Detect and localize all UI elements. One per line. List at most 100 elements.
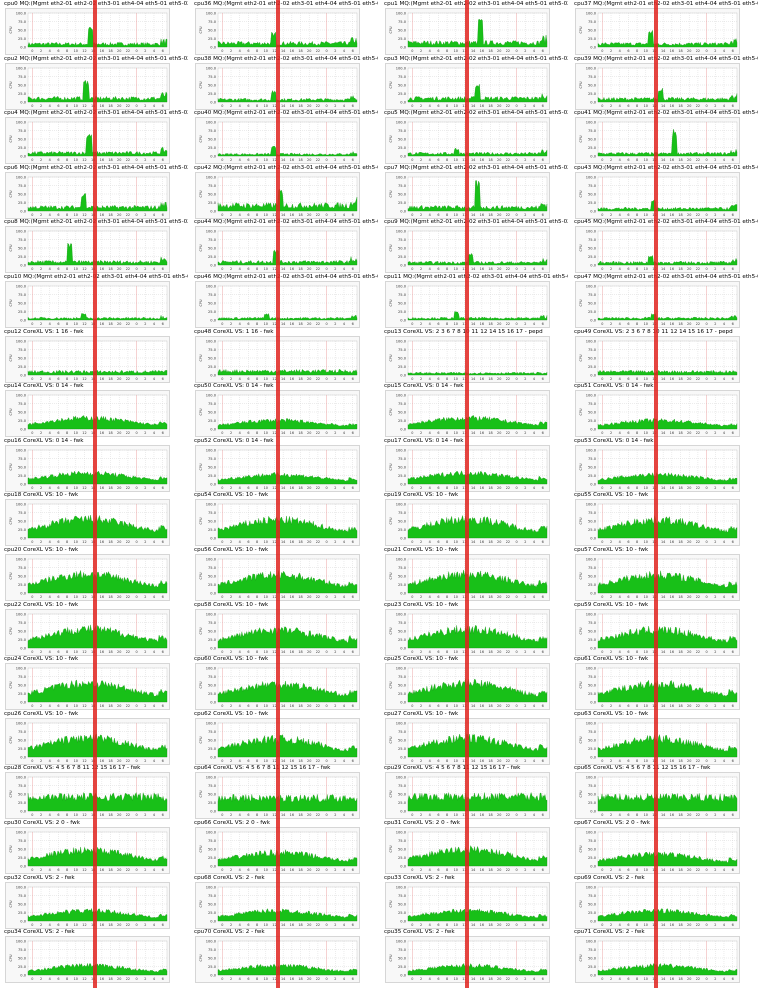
x-tick-label: 20 [497,759,501,763]
x-tick-label: 0 [31,813,33,817]
x-tick-label: 0 [221,267,223,271]
panel-title: cpu16 CoreXL VS: 0 14 - fwk [4,437,84,444]
cpu-graph-panel: cpu61 CoreXL VS: 10 - fwk 100.0 75.0 50.0 25… [570,655,759,711]
x-tick-label: 6 [247,704,249,708]
panel-title: cpu13 CoreXL VS: 2 3 6 7 8 10 11 12 14 1… [384,328,543,335]
x-tick-label: 0 [516,759,518,763]
y-tick-label: 100.0 [206,558,217,562]
x-tick-label: 4 [343,158,345,162]
x-tick-label: 10 [454,486,458,490]
y-tick-label: 25.0 [18,37,27,41]
x-tick-label: 2 [610,704,612,708]
x-tick-label: 14 [281,322,285,326]
y-tick-label: 25.0 [588,911,597,915]
x-tick-label: 14 [471,977,475,981]
cpu-graph: 100.0 75.0 50.0 25.0 0.0 CPU 0 2 4 6 8 10 12 14 16 18 20… [385,717,550,765]
cpu-graph-panel: cpu55 CoreXL VS: 10 - fwk 100.0 75.0 50.0 25… [570,491,759,547]
y-tick-label: 75.0 [588,511,597,515]
x-tick-label: 0 [601,923,603,927]
cpu-graph: 100.0 75.0 50.0 25.0 0.0 CPU 0 2 4 6 8 10 12 14 16 18 20… [195,62,360,110]
y-tick-label: 50.0 [398,520,407,524]
cpu-graph-panel: cpu13 CoreXL VS: 2 3 6 7 8 10 11 12 14 1… [380,328,569,383]
cpu-usage-area [597,472,738,484]
x-tick-label: 4 [533,977,535,981]
y-tick-label: 100.0 [396,503,407,507]
x-tick-label: 12 [272,377,276,381]
y-tick-label: 25.0 [208,801,217,805]
x-tick-label: 0 [601,704,603,708]
x-tick-label: 2 [714,267,716,271]
x-tick-label: 18 [488,49,492,53]
y-tick-label: 75.0 [588,621,597,625]
x-tick-label: 10 [264,923,268,927]
y-tick-label: 50.0 [398,356,407,360]
x-tick-label: 6 [57,595,59,599]
x-tick-label: 2 [610,213,612,217]
x-tick-label: 18 [488,704,492,708]
x-tick-label: 6 [437,104,439,108]
x-tick-label: 4 [723,595,725,599]
x-tick-label: 6 [247,267,249,271]
x-tick-label: 10 [644,431,648,435]
x-tick-label: 0 [31,377,33,381]
x-tick-label: 22 [696,486,700,490]
cpu-graph-panel: cpu47 MQ:(Mgmt eth2-01 eth2-02 eth3-01 e… [570,273,759,328]
y-tick-label: 0.0 [400,482,406,486]
x-tick-label: 10 [74,213,78,217]
x-tick-label: 20 [117,104,121,108]
x-tick-label: 2 [610,650,612,654]
y-tick-label: 25.0 [18,310,27,314]
panel-title: cpu21 CoreXL VS: 10 - fwk [384,547,459,553]
x-tick-label: 20 [307,868,311,872]
cpu-graph-panel: cpu39 MQ:(Mgmt eth2-01 eth2-02 eth3-01 e… [570,55,759,110]
x-tick-label: 6 [437,595,439,599]
x-tick-label: 12 [82,104,86,108]
cpu-usage-area [27,243,168,266]
x-tick-label: 2 [420,104,422,108]
x-tick-label: 6 [627,213,629,217]
x-tick-label: 22 [316,213,320,217]
x-tick-label: 18 [488,868,492,872]
cpu-usage-area [217,31,358,48]
x-tick-label: 2 [230,158,232,162]
y-tick-label: 25.0 [398,474,407,478]
x-tick-label: 8 [636,868,638,872]
x-tick-label: 6 [247,49,249,53]
x-tick-label: 4 [343,595,345,599]
cpu-graph: 100.0 75.0 50.0 25.0 0.0 CPU 0 2 4 6 8 10 12 14 16 18 20… [5,881,170,929]
cpu-graph-panel: cpu68 CoreXL VS: 2 - fwk 100.0 75.0 50.0 25.… [190,874,379,929]
x-tick-label: 10 [74,158,78,162]
y-tick-label: 75.0 [588,894,597,898]
y-tick-label: 25.0 [588,146,597,150]
x-tick-label: 10 [644,158,648,162]
y-axis-label: CPU [199,517,203,524]
x-tick-label: 4 [49,267,51,271]
cpu-graph: 100.0 75.0 50.0 25.0 0.0 CPU 0 2 4 6 8 10 12 14 16 18 20… [385,499,550,547]
y-tick-label: 100.0 [206,285,217,289]
y-tick-label: 100.0 [206,831,217,835]
y-tick-label: 50.0 [398,629,407,633]
x-tick-label: 10 [454,49,458,53]
y-tick-label: 25.0 [18,201,27,205]
cpu-graph: 100.0 75.0 50.0 25.0 0.0 CPU 0 2 4 6 8 10 12 14 16 18 20… [195,444,360,492]
x-tick-label: 0 [601,377,603,381]
plot-area [597,176,738,212]
x-tick-label: 6 [352,977,354,981]
x-tick-label: 12 [652,267,656,271]
panel-title: cpu49 CoreXL VS: 2 3 6 7 8 10 11 12 14 1… [574,328,733,335]
x-tick-label: 14 [281,431,285,435]
y-tick-label: 0.0 [590,428,596,432]
x-tick-label: 14 [281,267,285,271]
x-tick-label: 4 [619,431,621,435]
x-tick-label: 10 [74,104,78,108]
x-tick-label: 20 [687,977,691,981]
y-tick-label: 100.0 [16,885,27,889]
x-tick-label: 22 [696,322,700,326]
cpu-graph-panel: cpu64 CoreXL VS: 4 5 6 7 8 11 12 15 16 1… [190,764,379,820]
x-tick-label: 20 [687,540,691,544]
x-tick-label: 22 [316,267,320,271]
panel-title: cpu62 CoreXL VS: 10 - fwk [194,710,269,717]
x-tick-label: 20 [497,868,501,872]
